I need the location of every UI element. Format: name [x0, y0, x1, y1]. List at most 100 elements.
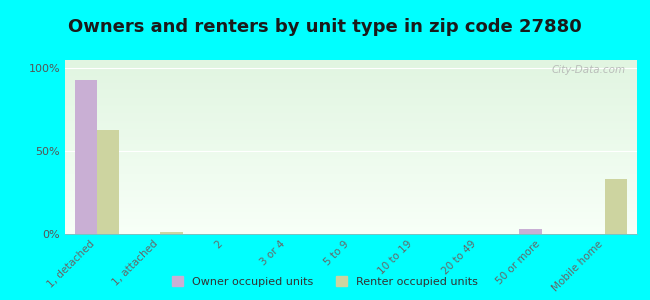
Bar — [65, 124, 637, 125]
Bar — [65, 192, 637, 193]
Bar — [65, 72, 637, 73]
Bar — [65, 63, 637, 64]
Bar — [65, 145, 637, 146]
Bar — [65, 190, 637, 191]
Bar — [519, 229, 541, 234]
Bar — [65, 92, 637, 93]
Bar — [65, 66, 637, 67]
Legend: Owner occupied units, Renter occupied units: Owner occupied units, Renter occupied un… — [168, 272, 482, 291]
Bar — [65, 112, 637, 113]
Bar — [65, 102, 637, 103]
Bar — [65, 177, 637, 178]
Bar — [65, 91, 637, 92]
Bar — [65, 165, 637, 166]
Bar — [65, 76, 637, 77]
Bar — [65, 169, 637, 170]
Bar — [65, 220, 637, 221]
Bar — [65, 218, 637, 219]
Bar — [65, 209, 637, 210]
Bar — [65, 142, 637, 143]
Bar — [65, 227, 637, 228]
Bar — [65, 134, 637, 135]
Bar — [605, 179, 627, 234]
Bar — [65, 139, 637, 140]
Bar — [65, 99, 637, 100]
Bar — [65, 87, 637, 88]
Bar — [65, 202, 637, 203]
Bar — [65, 200, 637, 201]
Text: City-Data.com: City-Data.com — [551, 65, 625, 75]
Bar — [65, 110, 637, 111]
Bar — [65, 172, 637, 173]
Bar — [65, 122, 637, 123]
Bar — [65, 132, 637, 133]
Bar — [65, 130, 637, 131]
Bar — [65, 144, 637, 145]
Bar — [65, 194, 637, 195]
Bar — [65, 157, 637, 158]
Bar — [65, 232, 637, 233]
Bar — [65, 219, 637, 220]
Bar — [65, 118, 637, 119]
Bar — [65, 83, 637, 84]
Bar — [65, 230, 637, 231]
Bar — [65, 129, 637, 130]
Bar — [65, 195, 637, 196]
Bar — [65, 98, 637, 99]
Bar — [65, 60, 637, 61]
Bar — [65, 184, 637, 185]
Bar — [65, 105, 637, 106]
Bar — [65, 206, 637, 207]
Bar — [65, 116, 637, 117]
Bar — [65, 85, 637, 86]
Bar — [65, 191, 637, 192]
Bar — [65, 90, 637, 91]
Bar — [65, 210, 637, 211]
Bar — [65, 143, 637, 144]
Bar — [65, 84, 637, 85]
Bar — [65, 149, 637, 150]
Bar — [65, 199, 637, 200]
Bar — [65, 71, 637, 72]
Bar — [65, 68, 637, 69]
Bar — [65, 141, 637, 142]
Bar — [65, 174, 637, 175]
Bar — [65, 103, 637, 104]
Bar — [65, 78, 637, 79]
Bar — [65, 167, 637, 168]
Bar — [65, 146, 637, 147]
Bar — [65, 169, 637, 170]
Bar — [65, 140, 637, 141]
Bar — [65, 79, 637, 80]
Bar — [65, 61, 637, 62]
Bar — [65, 198, 637, 199]
Bar — [65, 226, 637, 227]
Bar — [65, 138, 637, 139]
Bar — [65, 211, 637, 212]
Bar — [65, 81, 637, 82]
Bar — [65, 216, 637, 217]
Bar — [65, 225, 637, 226]
Bar — [65, 69, 637, 70]
Bar — [65, 229, 637, 230]
Bar — [65, 77, 637, 78]
Bar — [65, 217, 637, 218]
Bar — [65, 94, 637, 95]
Bar — [65, 213, 637, 214]
Bar — [65, 65, 637, 66]
Bar — [65, 128, 637, 129]
Bar — [65, 181, 637, 182]
Bar — [65, 133, 637, 134]
Bar — [65, 111, 637, 112]
Bar — [65, 183, 637, 184]
Bar — [65, 166, 637, 167]
Bar — [65, 74, 637, 75]
Bar — [65, 80, 637, 81]
Bar — [65, 70, 637, 71]
Bar — [65, 212, 637, 213]
Bar — [65, 109, 637, 110]
Bar — [65, 196, 637, 197]
Bar — [65, 113, 637, 114]
Bar — [65, 189, 637, 190]
Bar — [65, 159, 637, 160]
